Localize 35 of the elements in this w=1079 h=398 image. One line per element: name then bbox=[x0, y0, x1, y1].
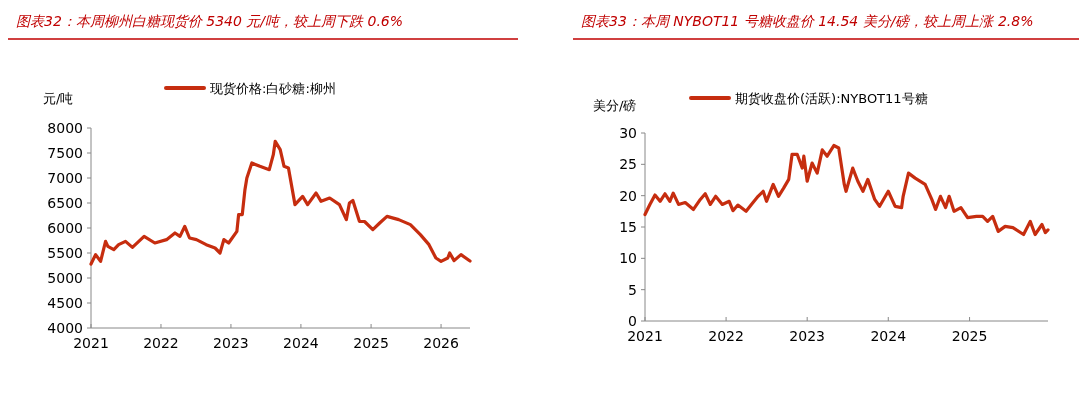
y-tick-label: 10 bbox=[619, 250, 637, 267]
y-tick-label: 25 bbox=[619, 156, 637, 173]
chart-title: 图表32：本周柳州白糖现货价 5340 元/吨，较上周下跌 0.6% bbox=[16, 13, 404, 29]
y-axis-title: 美分/磅 bbox=[593, 98, 637, 113]
x-tick-label: 2024 bbox=[283, 335, 319, 351]
x-tick-label: 2022 bbox=[143, 335, 179, 351]
x-tick-label: 2023 bbox=[213, 335, 249, 351]
x-tick-label: 2023 bbox=[789, 328, 825, 344]
y-tick-label: 20 bbox=[619, 187, 637, 204]
x-tick-label: 2021 bbox=[73, 335, 109, 351]
y-tick-label: 7000 bbox=[47, 169, 83, 186]
y-tick-label: 15 bbox=[619, 218, 637, 235]
x-tick-label: 2025 bbox=[951, 328, 988, 344]
x-tick-label: 2022 bbox=[708, 328, 744, 344]
y-tick-label: 7500 bbox=[47, 144, 83, 161]
line-series bbox=[89, 139, 472, 266]
y-tick-label: 8000 bbox=[47, 119, 83, 136]
y-tick-label: 0 bbox=[628, 312, 637, 329]
y-tick-label: 5 bbox=[628, 281, 637, 298]
x-tick-label: 2024 bbox=[870, 328, 907, 344]
x-tick-label: 2021 bbox=[627, 328, 663, 344]
y-tick-label: 4000 bbox=[47, 319, 83, 336]
y-tick-label: 30 bbox=[619, 124, 637, 141]
legend-label: 现货价格:白砂糖:柳州 bbox=[210, 80, 336, 96]
x-tick-label: 2025 bbox=[353, 335, 389, 351]
y-tick-label: 4500 bbox=[47, 294, 83, 311]
legend-label: 期货收盘价(活跃):NYBOT11号糖 bbox=[735, 90, 928, 106]
y-tick-label: 5500 bbox=[47, 244, 83, 261]
y-axis-title: 元/吨 bbox=[43, 91, 74, 106]
y-tick-label: 6000 bbox=[47, 219, 83, 236]
y-tick-label: 6500 bbox=[47, 194, 83, 211]
line-series bbox=[643, 143, 1050, 237]
x-tick-label: 2026 bbox=[423, 335, 459, 351]
y-tick-label: 5000 bbox=[47, 269, 83, 286]
chart-title: 图表33：本周 NYBOT11 号糖收盘价 14.54 美分/磅，较上周上涨 2.8% bbox=[581, 13, 1034, 29]
